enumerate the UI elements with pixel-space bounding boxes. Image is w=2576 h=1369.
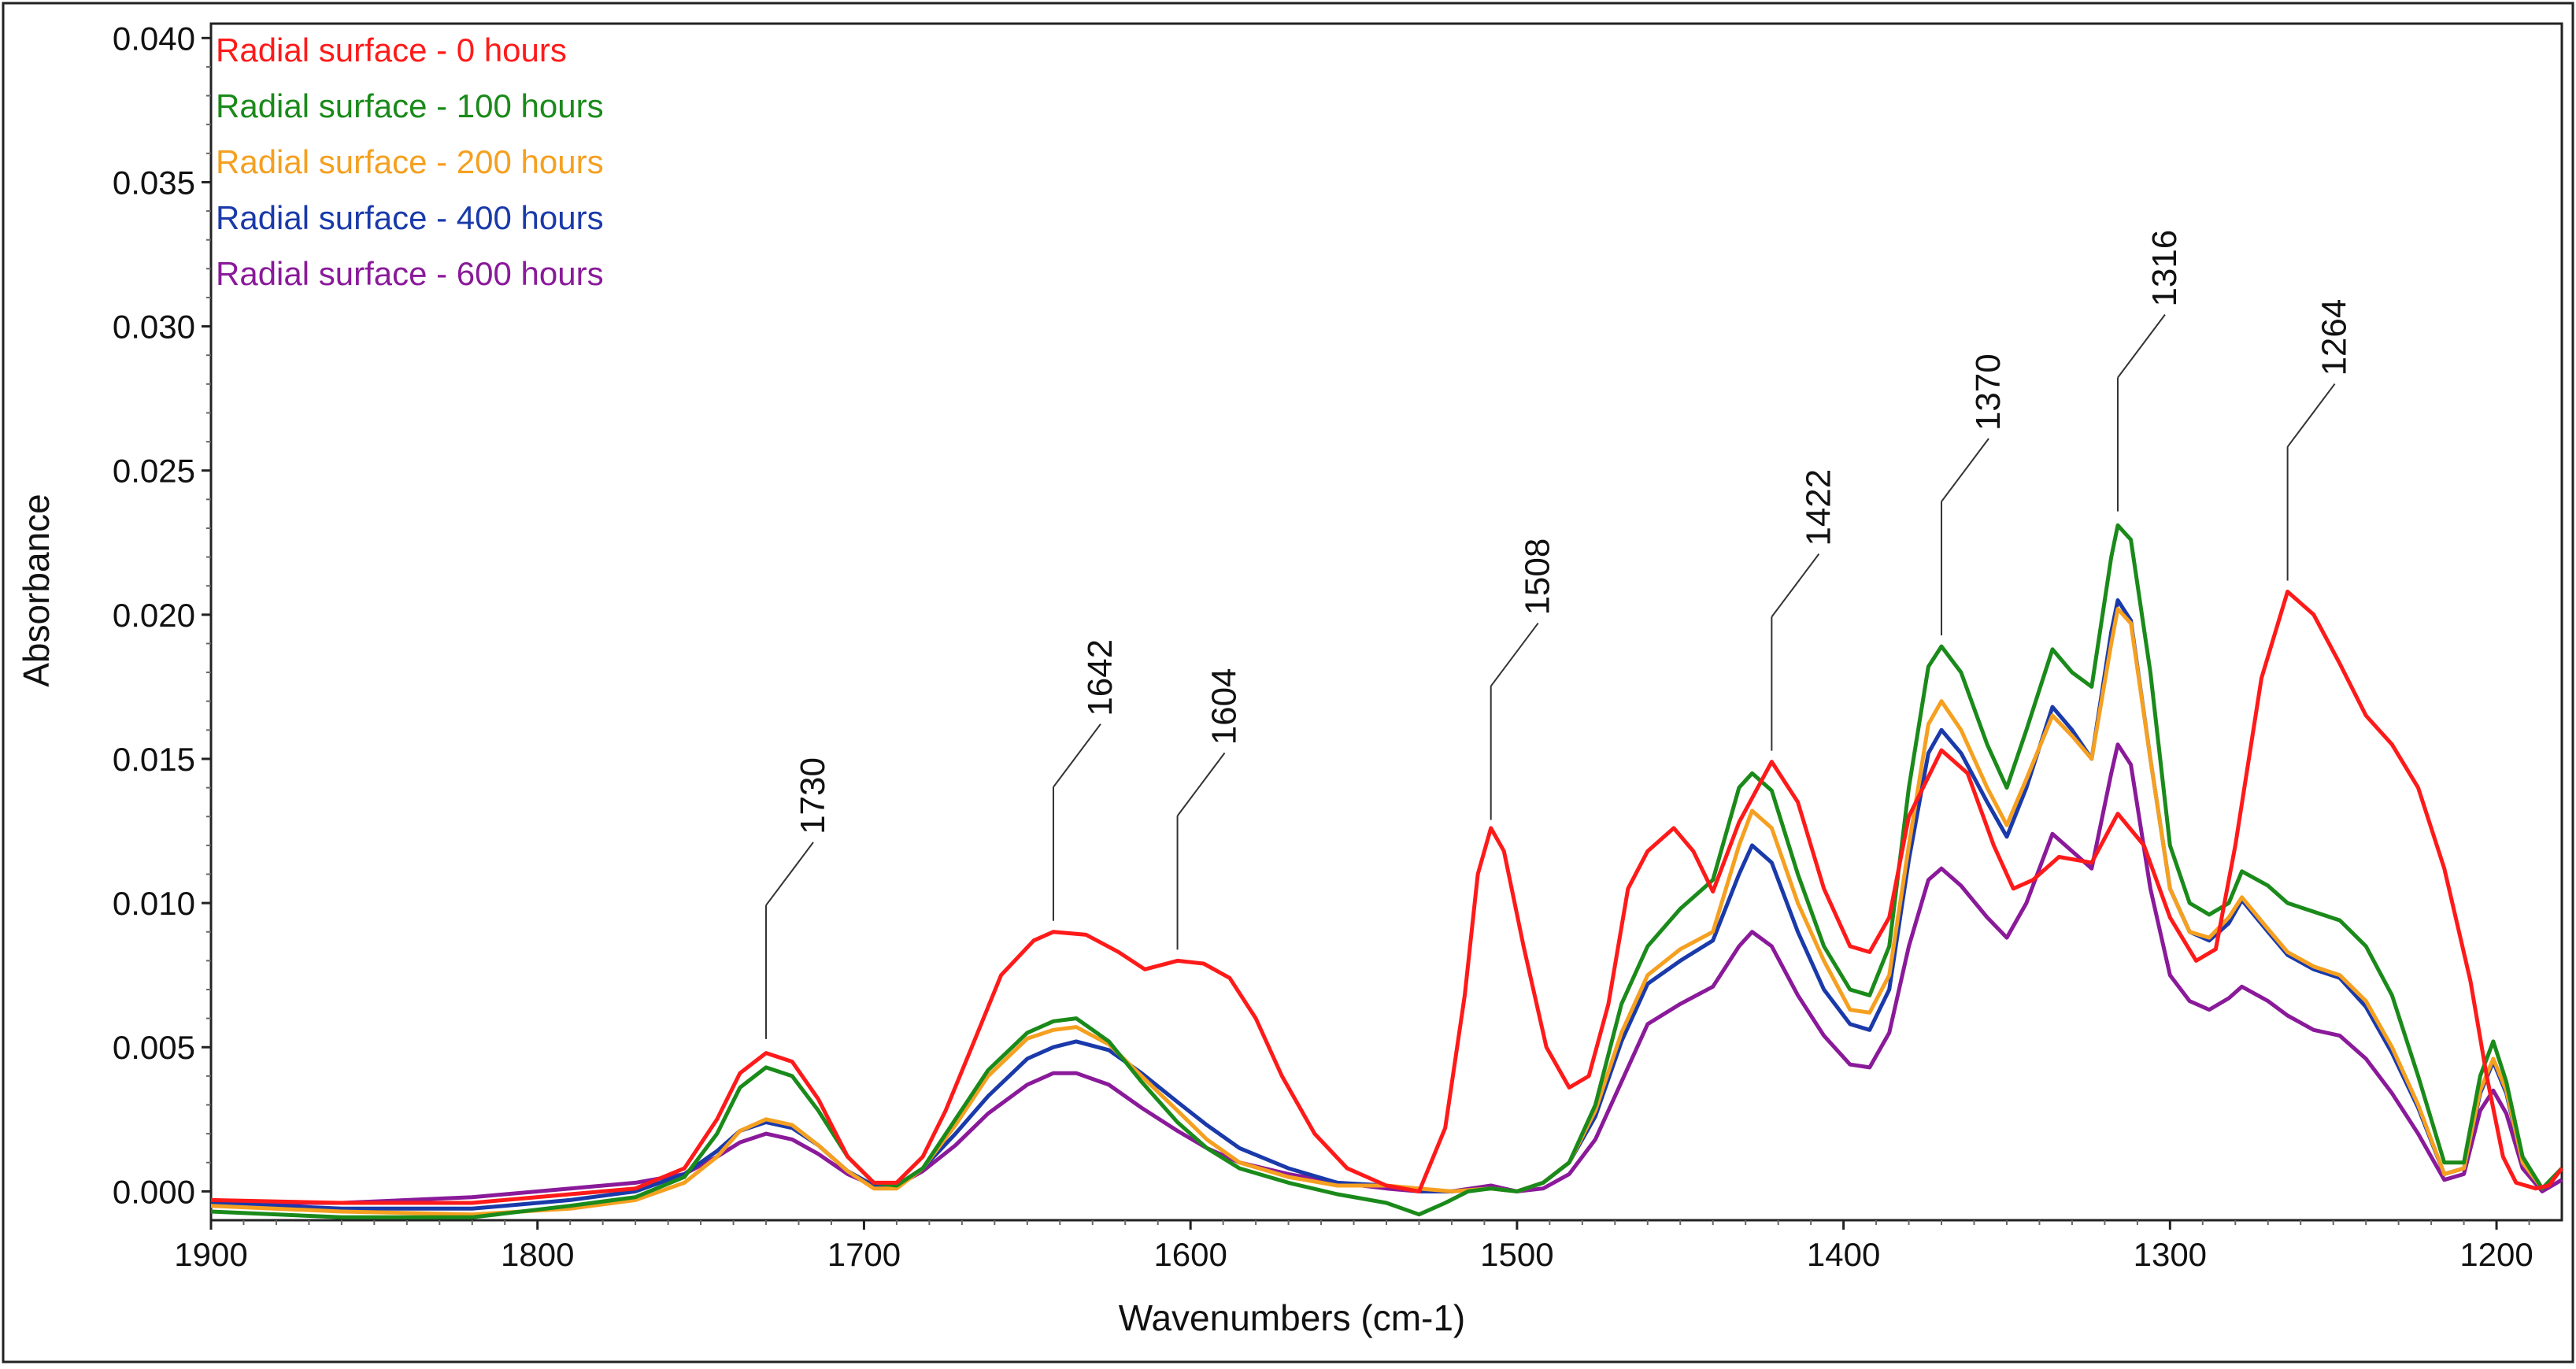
y-tick-label: 0.025 [113,453,195,490]
y-tick-label: 0.010 [113,885,195,922]
y-tick-label: 0.005 [113,1029,195,1066]
x-tick-label: 1600 [1153,1236,1227,1273]
x-tick-label: 1900 [174,1236,247,1273]
peak-label: 1508 [1519,538,1557,616]
series-layer [210,523,2563,1219]
y-tick-label: 0.030 [113,309,195,346]
x-tick-label: 1500 [1480,1236,1553,1273]
peak-label: 1604 [1205,668,1244,745]
legend: Radial surface - 0 hours Radial surface -… [216,31,604,292]
x-tick-label: 1200 [2459,1236,2533,1273]
legend-item: Radial surface - 400 hours [216,199,604,236]
peak-leader-diagonal [1176,752,1226,816]
y-axis: 0.000 0.005 0.010 0.015 0.020 0.025 0.030 0.035… [113,20,211,1210]
peak-leader-diagonal [1490,622,1539,687]
x-axis: 1900 1800 1700 1600 1500 1400 1300 1200 [174,1220,2533,1273]
legend-item: Radial surface - 600 hours [216,255,604,292]
series-line-0 [210,590,2563,1205]
x-tick-label: 1800 [501,1236,574,1273]
x-axis-label: Wavenumbers (cm-1) [1119,1297,1465,1338]
y-axis-label: Absorbance [16,494,57,687]
legend-item: Radial surface - 100 hours [216,87,604,124]
peak-leader-diagonal [1771,553,1820,618]
peak-label: 1316 [2145,230,2184,307]
series-line-1 [210,523,2563,1219]
y-tick-label: 0.035 [113,164,195,201]
y-tick-label: 0.000 [113,1173,195,1210]
peak-label: 1370 [1969,353,2008,431]
legend-item: Radial surface - 0 hours [216,31,567,68]
y-tick-label: 0.020 [113,597,195,634]
legend-item: Radial surface - 200 hours [216,143,604,180]
x-tick-label: 1300 [2134,1236,2207,1273]
x-tick-label: 1700 [827,1236,901,1273]
y-tick-label: 0.015 [113,741,195,778]
x-tick-label: 1400 [1807,1236,1880,1273]
peak-leader-diagonal [2117,314,2166,379]
peak-label: 1730 [794,757,832,834]
peak-label: 1264 [2315,299,2354,376]
peak-label: 1642 [1081,639,1120,716]
peak-label: 1422 [1799,469,1838,546]
peak-leader-diagonal [765,842,814,906]
peak-leader-diagonal [1053,723,1101,788]
y-tick-label: 0.040 [113,20,195,57]
peak-leader-diagonal [2286,383,2336,448]
peak-annotations: 1730 1642 1604 1508 1422 1370 1316 1264 [765,230,2354,1039]
peak-leader-diagonal [1941,438,1989,502]
